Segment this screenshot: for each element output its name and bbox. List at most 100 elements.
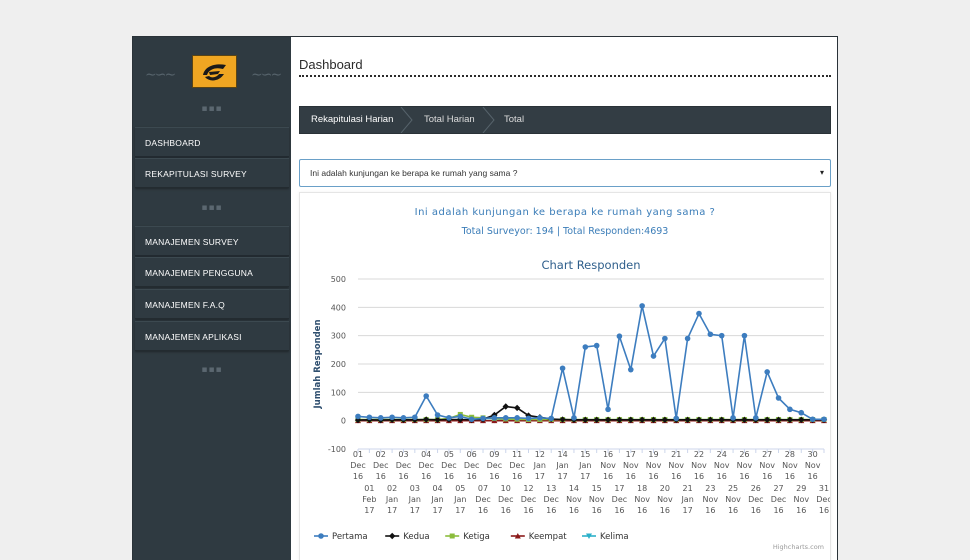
x-tick-label: Dec [612, 495, 627, 504]
x-tick-label: Dec [464, 461, 479, 470]
x-tick-label: 16 [421, 472, 431, 481]
sidebar-item-manajemen-faq[interactable]: MANAJEMEN F.A.Q [135, 289, 289, 319]
breadcrumb-total-harian[interactable]: Total Harian [424, 114, 475, 125]
x-tick-label: 16 [671, 472, 681, 481]
legend-item-pertama[interactable]: Pertama [332, 532, 368, 542]
sidebar-item-dashboard[interactable]: DASHBOARD [135, 127, 289, 157]
data-point-pertama [821, 416, 827, 423]
x-tick-label: 17 [557, 472, 567, 481]
y-tick-label: 500 [331, 275, 346, 284]
data-point-pertama [571, 415, 577, 421]
data-point-kedua [513, 404, 521, 412]
x-tick-label: 16 [444, 472, 454, 481]
y-axis-label: Jumlah Responden [313, 320, 323, 410]
breadcrumb-total[interactable]: Total [504, 114, 525, 125]
legend-item-keempat[interactable]: Keempat [529, 532, 567, 542]
data-point-kedua [627, 416, 634, 424]
x-tick-label: 16 [353, 472, 363, 481]
data-point-pertama [639, 303, 645, 309]
x-tick-label: Jan [680, 495, 693, 504]
x-tick-label: 17 [683, 506, 693, 515]
data-point-kedua [457, 416, 464, 423]
x-tick-label: 01 [353, 450, 363, 459]
x-tick-label: 16 [501, 506, 511, 515]
x-tick-label: 23 [705, 484, 715, 493]
x-tick-label: 16 [762, 472, 772, 481]
data-point-pertama [662, 335, 668, 342]
data-point-pertama [537, 415, 543, 421]
x-tick-label: Nov [691, 461, 707, 470]
sidebar-item-manajemen-pengguna[interactable]: MANAJEMEN PENGGUNA [135, 257, 289, 287]
sidebar-item-manajemen-survey[interactable]: MANAJEMEN SURVEY [135, 226, 289, 256]
x-tick-label: 04 [421, 450, 431, 459]
x-tick-label: 16 [808, 472, 818, 481]
x-tick-label: 05 [455, 484, 465, 493]
x-tick-label: 09 [489, 450, 499, 459]
x-tick-label: 01 [364, 484, 374, 493]
x-tick-label: Jan [555, 461, 568, 470]
x-tick-label: Jan [385, 495, 398, 504]
divider-dots-icon: ▪▪▪ [201, 203, 223, 213]
data-point-pertama [650, 353, 657, 359]
question-select-value: Ini adalah kunjungan ke berapa ke rumah … [310, 168, 518, 178]
question-select[interactable]: Ini adalah kunjungan ke berapa ke rumah … [299, 159, 831, 187]
x-tick-label: 14 [569, 484, 579, 493]
chart-question: Ini adalah kunjungan ke berapa ke rumah … [414, 207, 716, 218]
x-tick-label: Nov [657, 495, 673, 504]
x-tick-label: Jan [453, 495, 466, 504]
x-tick-label: Nov [566, 495, 582, 504]
x-tick-label: 16 [592, 506, 602, 515]
data-point-pertama [696, 310, 702, 317]
chevron-right-icon [400, 107, 413, 133]
x-tick-label: 05 [444, 450, 454, 459]
sidebar-item-rekapitulasi-survey[interactable]: REKAPITULASI SURVEY [135, 158, 289, 188]
data-point-pertama [389, 414, 395, 421]
x-tick-label: Nov [805, 461, 821, 470]
data-point-pertama [434, 412, 441, 418]
x-tick-label: 16 [523, 506, 533, 515]
x-tick-label: Nov [793, 495, 809, 504]
x-tick-label: 26 [739, 450, 749, 459]
data-point-pertama [548, 415, 555, 422]
legend-item-kelima[interactable]: Kelima [600, 532, 629, 542]
x-tick-label: Dec [441, 461, 456, 470]
x-tick-label: Dec [543, 495, 558, 504]
x-tick-label: 16 [546, 506, 556, 515]
x-tick-label: Dec [418, 461, 433, 470]
data-point-kedua [354, 416, 362, 424]
x-tick-label: Dec [509, 461, 524, 470]
x-tick-label: 16 [796, 506, 806, 515]
x-tick-label: Jan [578, 461, 591, 470]
data-point-pertama [605, 406, 611, 413]
data-point-pertama [798, 409, 805, 416]
x-tick-label: 17 [614, 484, 624, 493]
x-tick-label: 22 [694, 450, 704, 459]
breadcrumb-rekapitulasi-harian[interactable]: Rekapitulasi Harian [311, 114, 394, 125]
sidebar: ∼∽∼ ∼∽∼ ▪▪▪ DASHBOARD REKAPITULASI SURVE… [133, 37, 291, 560]
logo-icon[interactable] [192, 55, 237, 88]
y-tick-label: 0 [341, 417, 346, 426]
data-point-pertama [627, 366, 634, 373]
x-tick-label: 16 [603, 472, 613, 481]
x-tick-label: 17 [626, 450, 636, 459]
legend-item-ketiga[interactable]: Ketiga [463, 532, 490, 542]
data-point-pertama [753, 415, 759, 421]
data-point-kedua [502, 403, 509, 410]
responden-chart: Chart Responden -100 0 100 200 300 400 500 Jumla… [313, 258, 830, 551]
legend-item-kedua[interactable]: Kedua [403, 532, 429, 542]
x-tick-label: Nov [737, 461, 753, 470]
x-tick-label: 16 [785, 472, 795, 481]
x-tick-label: 11 [512, 450, 522, 459]
data-point-pertama [366, 414, 373, 421]
y-tick-label: -100 [328, 445, 346, 454]
x-tick-label: 28 [785, 450, 795, 459]
x-tick-label: 16 [626, 472, 636, 481]
chevron-right-icon [482, 107, 495, 133]
x-tick-label: 16 [705, 506, 715, 515]
x-tick-label: Dec [396, 461, 411, 470]
chart-title: Chart Responden [541, 258, 640, 272]
sidebar-item-manajemen-aplikasi[interactable]: MANAJEMEN APLIKASI [135, 321, 289, 351]
x-tick-label: 16 [614, 506, 624, 515]
x-tick-label: 27 [762, 450, 772, 459]
x-tick-label: 21 [683, 484, 693, 493]
